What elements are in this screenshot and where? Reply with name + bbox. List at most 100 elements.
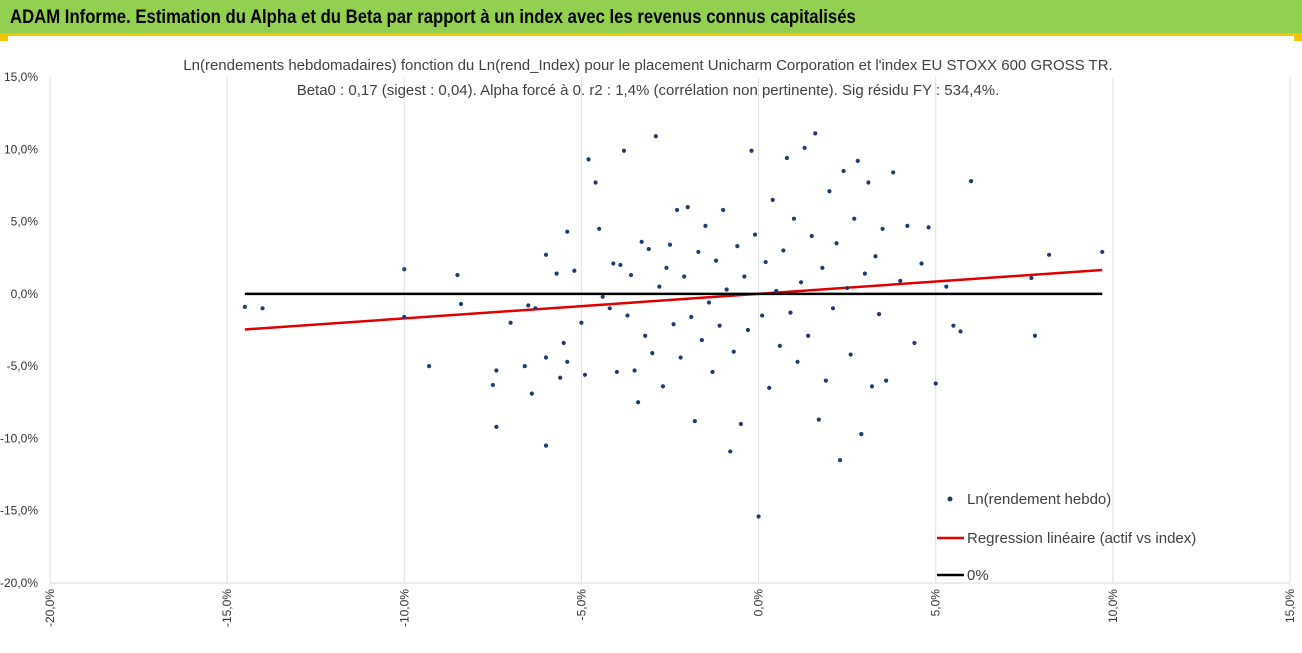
x-tick-label: 15,0% — [1283, 589, 1297, 623]
data-point — [802, 145, 807, 150]
data-point — [660, 384, 666, 389]
data-point — [260, 306, 265, 311]
x-tick-label: -15,0% — [220, 589, 234, 627]
data-point — [618, 262, 623, 268]
legend-label: Ln(rendement hebdo) — [967, 491, 1111, 508]
data-point — [834, 241, 839, 246]
data-point — [632, 368, 637, 373]
data-point — [455, 272, 460, 278]
data-point — [795, 359, 800, 364]
data-point — [713, 258, 719, 263]
data-point — [884, 378, 889, 383]
data-point — [561, 340, 566, 346]
data-point — [593, 180, 598, 185]
data-point — [671, 322, 676, 327]
data-point — [742, 274, 747, 279]
data-point — [880, 226, 885, 231]
data-point — [543, 252, 549, 257]
data-point — [721, 207, 726, 213]
y-tick-label: 0,0% — [11, 287, 39, 301]
chart-area: -20,0% -15,0% -10,0% -5,0% 0,0% 5,0% 10,0% 15,0… — [0, 36, 1302, 648]
data-point — [636, 400, 641, 405]
banner-accent-left — [0, 36, 8, 41]
data-point — [402, 314, 407, 320]
data-point — [788, 310, 793, 315]
data-point — [614, 369, 619, 375]
data-point — [508, 320, 513, 325]
legend-marker-points — [947, 496, 953, 502]
x-axis-ticks: -20,0% -15,0% -10,0% -5,0% 0,0% 5,0% 10,0% 15,0… — [43, 589, 1297, 627]
chart-subtitle: Beta0 : 0,17 (sigest : 0,04). Alpha forc… — [297, 82, 1000, 99]
data-point — [685, 205, 690, 210]
data-point — [752, 232, 758, 237]
data-point — [852, 216, 857, 221]
data-point — [664, 265, 669, 270]
data-point — [731, 349, 736, 354]
data-point — [738, 421, 743, 427]
data-point — [763, 259, 768, 265]
data-point — [756, 514, 761, 519]
y-tick-label: -15,0% — [0, 504, 38, 518]
data-point — [944, 284, 949, 289]
data-point — [781, 248, 786, 253]
data-point — [565, 359, 570, 364]
data-point — [724, 287, 729, 292]
x-tick-label: -20,0% — [43, 589, 57, 627]
x-tick-label: 10,0% — [1106, 589, 1120, 623]
data-point — [696, 249, 701, 255]
data-point — [402, 267, 407, 272]
data-point — [791, 216, 797, 221]
data-point — [891, 170, 896, 175]
data-point — [735, 244, 740, 249]
data-point — [873, 254, 878, 259]
data-point — [597, 226, 602, 231]
x-tick-label: 5,0% — [929, 589, 943, 617]
data-point — [1100, 249, 1105, 255]
data-point — [689, 314, 694, 320]
data-point — [703, 223, 708, 229]
series-lines — [244, 268, 1103, 331]
data-point — [845, 285, 850, 291]
data-point — [774, 288, 779, 294]
data-point — [912, 340, 917, 346]
data-point — [749, 148, 754, 153]
data-point — [958, 329, 963, 334]
data-point — [798, 280, 804, 285]
data-point — [770, 197, 775, 202]
data-point — [806, 333, 811, 338]
x-tick-label: -5,0% — [574, 589, 588, 621]
data-point — [837, 458, 843, 463]
data-point — [242, 304, 247, 309]
x-tick-label: 0,0% — [752, 589, 766, 617]
data-point — [820, 265, 825, 270]
data-point — [1032, 333, 1038, 338]
data-point — [784, 155, 790, 161]
data-point — [533, 306, 538, 311]
data-point — [876, 311, 882, 317]
data-point — [717, 323, 722, 328]
y-tick-label: -5,0% — [7, 359, 39, 373]
data-point — [628, 272, 634, 278]
banner-accent-right — [1294, 36, 1302, 41]
report-banner: ADAM Informe. Estimation du Alpha et du … — [0, 0, 1302, 36]
y-axis-ticks: 15,0% 10,0% 5,0% 0,0% -5,0% -10,0% -15,0% -20,0… — [0, 70, 38, 590]
data-point — [586, 157, 591, 162]
data-point — [621, 148, 627, 153]
data-point — [1046, 252, 1052, 257]
data-point — [643, 333, 648, 338]
data-point — [639, 239, 644, 244]
data-point — [830, 306, 836, 311]
data-point — [933, 381, 938, 386]
data-point — [678, 355, 683, 360]
data-point — [809, 233, 814, 239]
data-point — [607, 306, 612, 311]
data-point — [710, 369, 715, 375]
y-tick-label: -10,0% — [0, 431, 38, 445]
data-point — [813, 131, 818, 136]
data-point — [859, 431, 864, 437]
data-point — [543, 355, 549, 360]
data-point — [426, 364, 432, 369]
regression-line — [244, 268, 1103, 331]
data-point — [558, 375, 563, 380]
data-point — [494, 368, 499, 373]
